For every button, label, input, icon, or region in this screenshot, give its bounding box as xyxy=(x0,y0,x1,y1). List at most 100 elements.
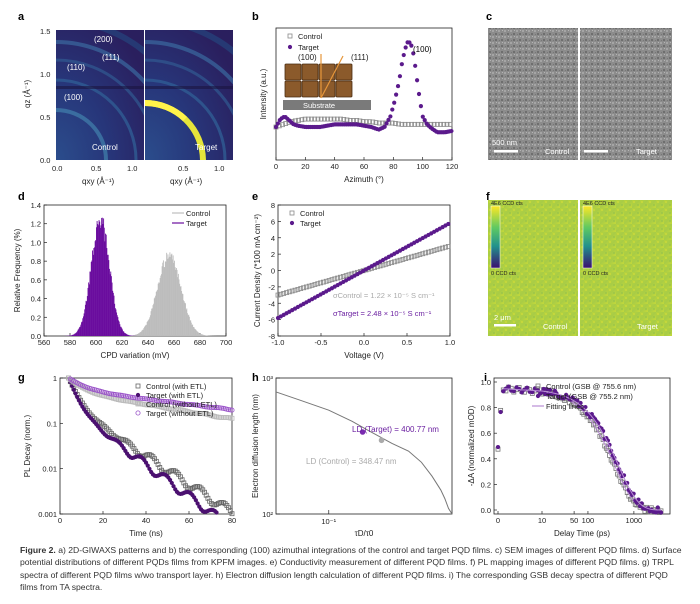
diffusion-curve xyxy=(275,391,453,515)
sigma-target-label: σTarget = 2.48 × 10⁻⁵ S cm⁻¹ xyxy=(333,309,432,318)
colorbar-bottom-label-2: 0 CCD cts xyxy=(583,271,608,277)
xtick-1: 0.5 xyxy=(91,164,101,173)
histogram-bar xyxy=(167,254,169,336)
histogram-bar xyxy=(106,248,108,336)
data-point xyxy=(343,273,349,279)
crystal-orientation-inset: (100) (111) Substrate xyxy=(283,53,371,110)
y-tick-label: 0.001 xyxy=(38,510,57,519)
panel-letter: b xyxy=(252,11,259,23)
data-point xyxy=(273,124,279,130)
histogram-bar xyxy=(99,227,101,336)
y-tick-label: 0.8 xyxy=(31,257,41,266)
histogram-bar xyxy=(114,308,116,336)
data-point xyxy=(409,121,414,127)
histogram-bar xyxy=(186,308,188,336)
data-point xyxy=(171,484,176,489)
histogram-bar xyxy=(79,327,80,336)
data-point xyxy=(376,120,382,126)
histogram-bar xyxy=(79,326,81,336)
y-tick-label: 0.2 xyxy=(481,480,491,489)
y-tick-label: 0.6 xyxy=(31,276,41,285)
legend-label: Target xyxy=(186,219,208,228)
data-point xyxy=(380,262,386,268)
legend-label: Control xyxy=(298,32,323,41)
histogram-bar xyxy=(190,320,192,336)
histogram-bar xyxy=(179,283,181,336)
x-tick-label: 40 xyxy=(330,162,338,171)
data-point xyxy=(141,396,147,402)
histogram-bar xyxy=(162,262,164,336)
data-point xyxy=(386,261,392,266)
data-point xyxy=(416,91,422,97)
image-label-target: Target xyxy=(195,143,218,152)
histogram-bar xyxy=(177,277,179,336)
histogram-bar xyxy=(169,252,171,336)
data-point xyxy=(397,257,403,263)
x-tick-label: 660 xyxy=(168,338,181,347)
data-point xyxy=(437,246,443,252)
data-point xyxy=(401,52,406,58)
giwaxs-target-image: Target xyxy=(145,30,233,160)
peak-label: (100) xyxy=(413,45,432,54)
panel-letter: d xyxy=(18,191,25,203)
data-point xyxy=(440,245,446,251)
chart-d: 560 580 600 620 640 660 680 700 0.0 0.2 0.4 0.6 0.8 1… xyxy=(13,201,232,360)
histogram-bar xyxy=(119,324,121,336)
legend-marker xyxy=(289,220,295,226)
x-axis-label: Time (ns) xyxy=(129,529,163,538)
histogram-bar xyxy=(121,328,123,336)
data-point xyxy=(414,78,420,83)
data-point xyxy=(298,286,304,291)
data-point xyxy=(321,279,326,285)
data-point xyxy=(397,74,403,79)
data-point xyxy=(441,121,447,127)
histogram-bar xyxy=(201,334,203,336)
histogram-bar xyxy=(77,329,79,336)
legend-label: Target xyxy=(300,219,322,228)
histogram-bar xyxy=(205,335,207,336)
histogram-bar xyxy=(94,241,96,336)
data-point xyxy=(145,463,150,468)
histogram-bar xyxy=(148,319,150,336)
y-tick-label: 0.1 xyxy=(47,419,57,428)
data-point xyxy=(446,221,451,227)
y-axis-label: Intensity (a.u.) xyxy=(259,68,268,119)
histogram-bar xyxy=(71,335,73,336)
histogram-bar xyxy=(144,326,145,336)
data-point xyxy=(286,289,292,295)
legend-label: Control (with ETL) xyxy=(146,382,207,391)
data-point xyxy=(306,283,312,289)
histogram-bar xyxy=(151,308,153,336)
histogram-bar xyxy=(126,334,128,336)
x-tick-label: 0.5 xyxy=(402,338,412,347)
x-axis-label: Delay Time (ps) xyxy=(554,529,610,538)
histogram-bar xyxy=(75,332,77,336)
histogram-bar xyxy=(82,318,84,336)
data-point xyxy=(413,63,418,68)
x-tick-label: 580 xyxy=(64,338,77,347)
inset-label-111: (111) xyxy=(351,53,369,62)
y-tick-label: 0.4 xyxy=(31,295,41,304)
y-axis-label: Current Density (*100 mA cm⁻²) xyxy=(253,214,262,327)
colorbar-control xyxy=(490,205,501,269)
scalebar-label: 2 μm xyxy=(494,313,511,322)
histogram-bar xyxy=(115,309,117,336)
data-point xyxy=(517,386,522,391)
histogram-bar xyxy=(170,256,171,336)
histogram-bar xyxy=(175,269,177,336)
histogram-bar xyxy=(113,295,115,336)
x-tick-label: 640 xyxy=(142,338,155,347)
panel-a: a (200) (111) (110) (100) Control xyxy=(18,11,233,186)
histogram-bar xyxy=(138,333,140,336)
data-point xyxy=(506,384,511,389)
histogram-bar xyxy=(181,293,183,336)
data-point xyxy=(423,250,428,256)
histogram-bar xyxy=(70,335,72,336)
histogram-bar xyxy=(96,227,97,336)
histogram-bar xyxy=(193,327,195,336)
histogram-bar xyxy=(112,292,114,336)
data-point xyxy=(210,404,216,410)
histogram-bar xyxy=(132,335,134,336)
data-point xyxy=(217,405,223,411)
panel-i: i 0 10 50 100 1000 0.0 0.2 0.4 0.6 0.8 1.0 Delay Ti… xyxy=(467,372,671,538)
